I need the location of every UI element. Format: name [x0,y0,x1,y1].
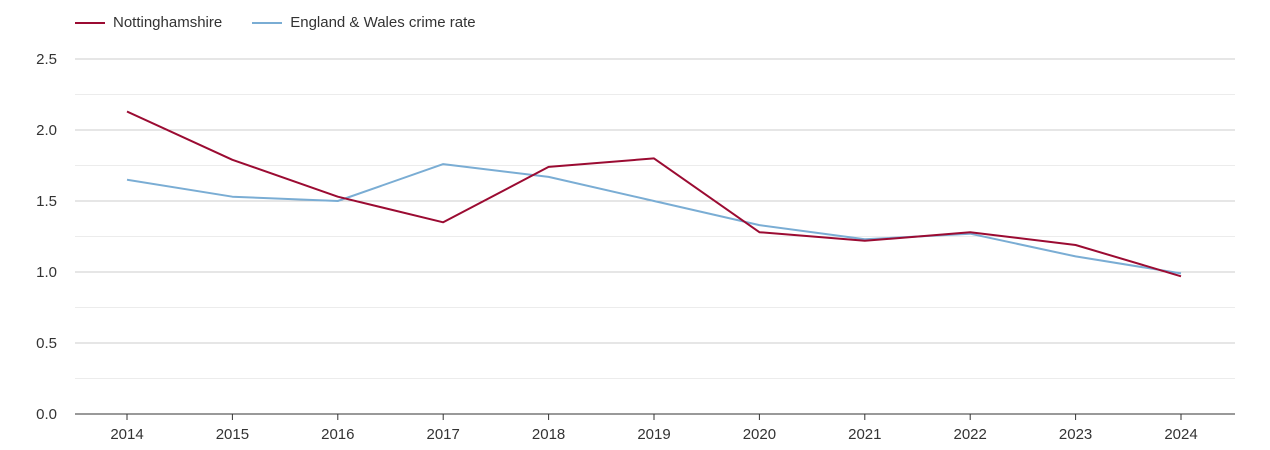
y-tick-label: 0.0 [36,406,57,423]
legend: Nottinghamshire England & Wales crime ra… [75,14,476,31]
y-tick-label: 2.5 [36,51,57,68]
series-line-england-wales [126,163,1182,275]
legend-swatch-nottinghamshire [75,21,105,24]
x-tick-label: 2020 [743,426,776,443]
x-tick-label: 2019 [637,426,670,443]
y-tick-label: 0.5 [36,335,57,352]
legend-item-england-wales: England & Wales crime rate [252,14,476,31]
x-tick-label: 2016 [321,426,354,443]
x-tick-label: 2023 [1059,426,1092,443]
x-tick-label: 2017 [427,426,460,443]
y-tick-label: 1.0 [36,264,57,281]
x-tick-label: 2021 [848,426,881,443]
x-tick-label: 2024 [1164,426,1197,443]
x-tick-label: 2022 [954,426,987,443]
y-tick-label: 2.0 [36,122,57,139]
series-line-nottinghamshire [126,110,1182,278]
y-tick-label: 1.5 [36,193,57,210]
x-tick-label: 2018 [532,426,565,443]
x-tick-label: 2014 [110,426,143,443]
legend-label-nottinghamshire: Nottinghamshire [113,14,223,31]
x-tick-label: 2015 [216,426,249,443]
legend-swatch-england-wales [252,21,283,24]
legend-item-nottinghamshire: Nottinghamshire [75,14,222,31]
legend-label-england-wales: England & Wales crime rate [290,14,476,31]
